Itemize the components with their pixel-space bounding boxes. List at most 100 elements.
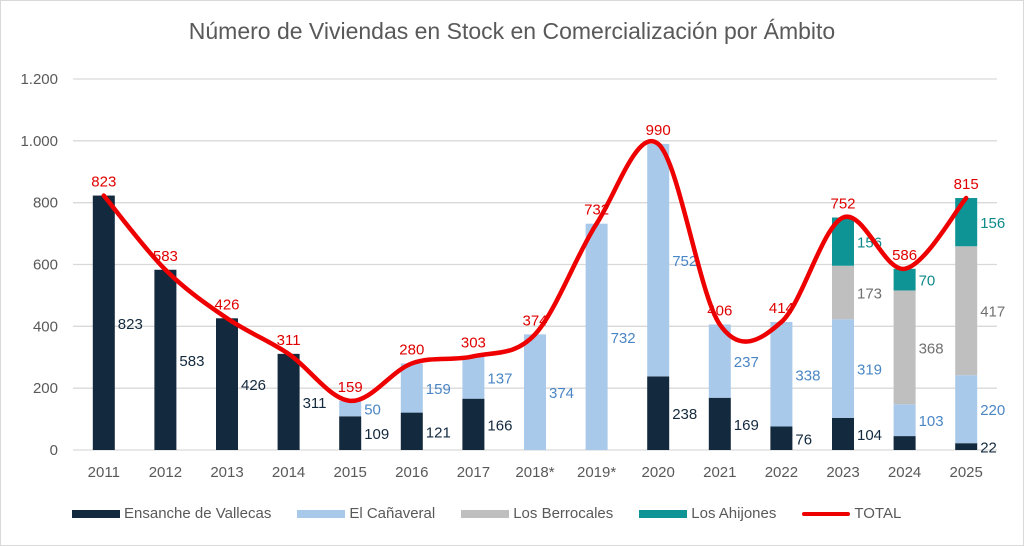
total-label: 406 xyxy=(707,302,732,319)
bar-segment xyxy=(708,324,731,398)
bar-segment xyxy=(647,376,670,450)
bar-segment xyxy=(770,426,793,450)
legend-label: Ensanche de Vallecas xyxy=(124,505,272,522)
total-label: 823 xyxy=(91,174,116,191)
data-label: 104 xyxy=(857,427,882,444)
total-label: 426 xyxy=(214,296,239,313)
x-tick-label: 2021 xyxy=(703,464,736,481)
data-label: 237 xyxy=(734,354,759,371)
x-tick-label: 2025 xyxy=(950,464,983,481)
y-tick-label: 1.200 xyxy=(20,71,58,88)
chart-title: Número de Viviendas en Stock en Comercia… xyxy=(188,18,836,44)
data-label: 159 xyxy=(426,381,451,398)
legend-swatch-ahijones xyxy=(639,509,688,518)
data-label: 752 xyxy=(672,253,697,270)
x-tick-label: 2018* xyxy=(515,464,554,481)
x-tick-label: 2011 xyxy=(88,464,120,481)
data-label: 823 xyxy=(118,316,143,333)
data-label: 50 xyxy=(364,402,381,419)
bar-segment xyxy=(832,265,854,320)
bar-segment xyxy=(277,353,300,450)
legend-item-ensanche: Ensanche de Vallecas xyxy=(72,505,271,522)
legend-swatch-ensanche xyxy=(72,509,120,518)
legend-item-total: TOTAL xyxy=(802,505,901,522)
total-label: 280 xyxy=(399,341,424,358)
data-label: 70 xyxy=(919,273,936,290)
x-tick-label: 2014 xyxy=(272,464,305,481)
bar-segment xyxy=(893,290,916,405)
data-label: 238 xyxy=(672,406,697,423)
legend-swatch-canaveral xyxy=(297,509,346,518)
bar-segment xyxy=(832,319,854,418)
data-label: 220 xyxy=(980,402,1005,419)
bar-segment xyxy=(832,217,854,266)
total-label: 374 xyxy=(522,312,547,329)
x-tick-label: 2023 xyxy=(826,464,859,481)
bar-segment xyxy=(955,246,978,376)
legend-swatch-berrocales xyxy=(461,509,510,518)
legend-item-berrocales: Los Berrocales xyxy=(461,505,613,522)
y-tick-label: 800 xyxy=(33,195,58,212)
data-label: 76 xyxy=(795,431,812,448)
total-label: 815 xyxy=(954,176,979,193)
data-label: 121 xyxy=(426,424,451,441)
x-tick-label: 2017 xyxy=(457,464,490,481)
bar-segment xyxy=(955,198,978,247)
data-label: 426 xyxy=(241,377,266,394)
bar-segment xyxy=(154,269,177,450)
bar-segment xyxy=(770,322,793,427)
legend-item-ahijones: Los Ahijones xyxy=(639,505,776,522)
data-label: 374 xyxy=(549,385,574,402)
y-tick-label: 0 xyxy=(50,442,58,459)
total-label: 311 xyxy=(277,332,301,349)
bar-segment xyxy=(647,143,670,377)
data-label: 417 xyxy=(980,304,1005,321)
total-label: 586 xyxy=(892,247,917,264)
data-label: 166 xyxy=(487,417,512,434)
legend-label: TOTAL xyxy=(854,505,902,522)
total-label: 303 xyxy=(461,334,486,351)
data-label: 103 xyxy=(919,413,944,430)
total-label: 414 xyxy=(769,300,794,317)
data-label: 368 xyxy=(919,340,944,357)
data-label: 137 xyxy=(487,371,512,388)
bar-segment xyxy=(400,363,423,413)
x-tick-label: 2019* xyxy=(577,464,616,481)
x-tick-label: 2015 xyxy=(334,464,367,481)
bar-segment xyxy=(955,443,978,450)
legend-label: El Cañaveral xyxy=(349,505,436,522)
legend-item-canaveral: El Cañaveral xyxy=(297,505,435,522)
x-tick-label: 2016 xyxy=(395,464,428,481)
bar-segment xyxy=(216,318,238,450)
bar-segment xyxy=(524,334,546,450)
legend: Ensanche de Vallecas El Cañaveral Los Be… xyxy=(72,505,927,522)
data-label: 156 xyxy=(980,215,1005,232)
bar-segment xyxy=(955,375,978,444)
bar-segment xyxy=(708,397,731,450)
bar-segment xyxy=(893,404,916,437)
x-tick-label: 2013 xyxy=(210,464,243,481)
total-label: 583 xyxy=(153,248,178,265)
bar-segment xyxy=(339,400,362,417)
data-label: 169 xyxy=(734,417,759,434)
bar-segment xyxy=(339,416,362,450)
total-label: 732 xyxy=(584,202,609,219)
data-label: 338 xyxy=(795,367,820,384)
legend-label: Los Ahijones xyxy=(691,505,777,522)
bar-segment xyxy=(400,412,423,450)
x-tick-label: 2022 xyxy=(765,464,798,481)
bar-segment xyxy=(585,223,608,450)
data-label: 173 xyxy=(857,285,882,302)
data-label: 311 xyxy=(303,395,327,412)
data-label: 22 xyxy=(980,440,997,457)
data-label: 109 xyxy=(364,426,389,443)
total-label: 752 xyxy=(830,196,855,213)
data-label: 583 xyxy=(179,353,204,370)
legend-label: Los Berrocales xyxy=(513,505,614,522)
data-label: 732 xyxy=(611,330,636,347)
bar-segment xyxy=(832,417,854,450)
y-tick-label: 1.000 xyxy=(20,133,58,150)
total-label: 159 xyxy=(338,379,363,396)
x-tick-label: 2012 xyxy=(149,464,182,481)
